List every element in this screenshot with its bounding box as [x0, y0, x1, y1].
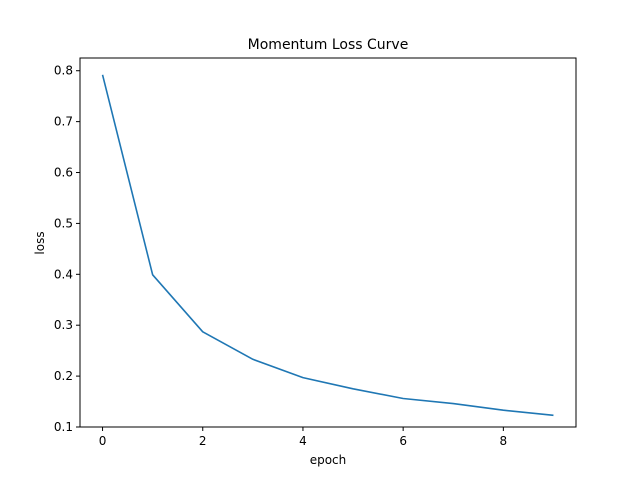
data-point	[553, 414, 555, 416]
data-point	[152, 274, 154, 276]
y-tick-label: 0.2	[54, 369, 73, 383]
series-line	[101, 74, 554, 417]
y-axis: 0.1 0.2 0.3 0.4 0.5 0.6 0.7 0.8	[54, 64, 80, 434]
y-axis-label: loss	[33, 231, 47, 254]
plot-frame	[79, 57, 577, 428]
x-axis: 0 2 4 6 8	[99, 427, 507, 448]
x-tick-label: 6	[399, 434, 407, 448]
y-tick-label: 0.3	[54, 318, 73, 332]
chart-title: Momentum Loss Curve	[248, 37, 409, 53]
x-tick-label: 2	[199, 434, 207, 448]
data-point	[452, 403, 454, 405]
data-point	[402, 398, 404, 400]
y-tick-label: 0.5	[54, 216, 73, 230]
data-point	[202, 331, 204, 333]
y-tick-label: 0.8	[54, 64, 73, 78]
y-tick-label: 0.4	[54, 267, 73, 281]
x-tick-label: 8	[500, 434, 508, 448]
data-point	[503, 409, 505, 411]
plot-area	[101, 74, 555, 417]
y-tick-label: 0.1	[54, 420, 73, 434]
x-tick-label: 4	[299, 434, 307, 448]
data-point	[252, 359, 254, 361]
y-tick-label: 0.6	[54, 166, 73, 180]
data-point	[302, 377, 304, 379]
x-tick-label: 0	[99, 434, 107, 448]
data-point	[102, 74, 104, 76]
y-tick-label: 0.7	[54, 115, 73, 129]
data-point	[352, 388, 354, 390]
x-axis-label: epoch	[310, 453, 347, 467]
